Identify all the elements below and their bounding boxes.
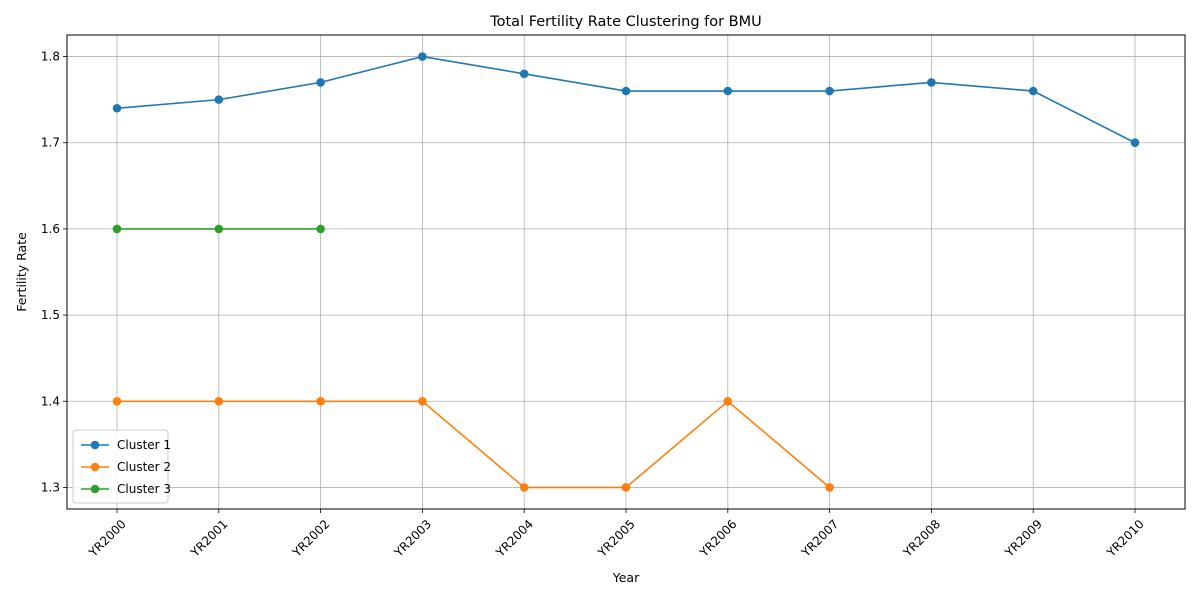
- data-point-cluster-3: [214, 224, 224, 234]
- legend-label: Cluster 2: [117, 460, 171, 474]
- series-line-cluster-2: [117, 400, 831, 489]
- data-point-cluster-1: [1130, 138, 1140, 148]
- data-point-cluster-2: [825, 483, 834, 492]
- data-point-cluster-2: [519, 483, 529, 492]
- data-point-cluster-1: [112, 103, 122, 113]
- legend-swatch-marker: [90, 440, 100, 450]
- legend-label: Cluster 3: [117, 482, 171, 496]
- data-point-cluster-2: [214, 396, 224, 406]
- data-point-cluster-2: [418, 396, 427, 406]
- y-tick-label: 1.7: [41, 136, 60, 150]
- y-axis-ticks: 1.3 1.4 1.5 1.6 1.7 1.8: [41, 50, 67, 494]
- data-point-cluster-3: [112, 224, 122, 234]
- data-point-cluster-2: [621, 483, 631, 492]
- x-axis-label: Year: [612, 570, 640, 585]
- data-point-cluster-1: [621, 86, 631, 96]
- y-tick-label: 1.6: [41, 222, 60, 236]
- data-point-cluster-2: [316, 396, 325, 406]
- y-tick-label: 1.5: [41, 308, 60, 322]
- data-point-cluster-2: [112, 396, 122, 406]
- y-tick-label: 1.3: [41, 480, 60, 494]
- grid-lines: [67, 35, 1185, 509]
- chart-title: Total Fertility Rate Clustering for BMU: [489, 14, 762, 30]
- data-point-cluster-1: [927, 78, 936, 87]
- legend: Cluster 1 Cluster 2 Cluster 3: [72, 429, 171, 504]
- data-point-cluster-1: [316, 78, 325, 87]
- y-tick-label: 1.8: [41, 50, 60, 64]
- data-point-cluster-1: [723, 86, 733, 96]
- data-point-cluster-3: [316, 224, 325, 234]
- data-point-cluster-1: [519, 69, 529, 79]
- legend-swatch-marker: [90, 462, 100, 472]
- y-axis-label: Fertility Rate: [14, 232, 29, 312]
- series-group: [112, 52, 1140, 492]
- legend-swatch-marker: [90, 484, 100, 494]
- legend-label: Cluster 1: [117, 438, 171, 452]
- data-point-cluster-2: [723, 396, 733, 406]
- data-point-cluster-1: [1028, 86, 1038, 96]
- y-tick-label: 1.4: [41, 394, 60, 408]
- data-point-cluster-1: [214, 95, 224, 104]
- data-point-cluster-1: [825, 86, 834, 96]
- data-point-cluster-1: [418, 52, 427, 61]
